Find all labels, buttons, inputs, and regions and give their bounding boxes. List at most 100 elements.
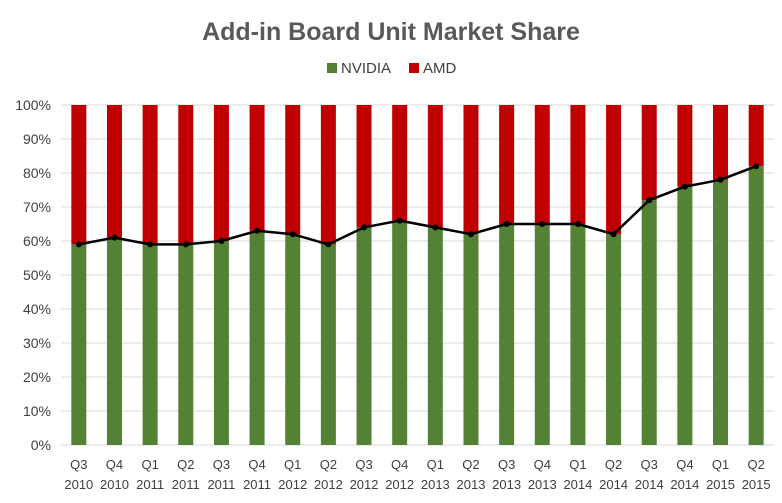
x-tick-quarter: Q4 — [534, 457, 551, 472]
bar-nvidia — [534, 224, 550, 445]
trend-point — [396, 217, 403, 224]
bar-nvidia — [677, 186, 693, 445]
trend-point — [432, 224, 439, 231]
x-axis: Q3 2010 Q4 2010 Q1 2011 Q2 2011 Q3 2011 Q4 2011 Q1 20… — [64, 457, 770, 492]
y-tick-label: 30% — [23, 335, 51, 351]
bar-amd — [320, 105, 336, 245]
y-tick-label: 90% — [23, 131, 51, 147]
trend-point — [147, 241, 154, 248]
bar-nvidia — [249, 230, 265, 445]
x-tick-year: 2010 — [64, 477, 93, 492]
bar-amd — [534, 105, 550, 224]
x-tick-year: 2012 — [350, 477, 379, 492]
chart-title: Add-in Board Unit Market Share — [202, 18, 580, 46]
x-tick-year: 2014 — [635, 477, 664, 492]
x-tick-year: 2013 — [492, 477, 521, 492]
trend-point — [325, 241, 332, 248]
bar-nvidia — [463, 234, 479, 445]
gridlines — [61, 104, 774, 446]
x-tick-quarter: Q4 — [106, 457, 123, 472]
trend-point — [75, 241, 82, 248]
x-tick-quarter: Q4 — [676, 457, 693, 472]
bar-amd — [392, 105, 408, 221]
x-tick-quarter: Q3 — [498, 457, 515, 472]
x-tick-quarter: Q1 — [569, 457, 586, 472]
bar-nvidia — [392, 220, 408, 445]
x-tick-year: 2013 — [421, 477, 450, 492]
x-tick-quarter: Q2 — [462, 457, 479, 472]
bar-amd — [499, 105, 515, 224]
trend-point — [681, 183, 688, 190]
bar-amd — [213, 105, 229, 241]
trend-point — [753, 163, 760, 170]
y-axis: 0% 10% 20% 30% 40% 50% 60% 70% 80% 90% 100% — [15, 97, 51, 453]
trend-point — [610, 231, 617, 238]
bar-amd — [249, 105, 265, 231]
bar-amd — [178, 105, 194, 245]
trend-line — [78, 165, 757, 246]
bar-nvidia — [178, 244, 194, 445]
legend-swatch-nvidia — [327, 63, 337, 73]
x-tick-quarter: Q2 — [320, 457, 337, 472]
x-tick-year: 2011 — [172, 477, 200, 492]
bar-nvidia — [570, 224, 586, 445]
bar-amd — [570, 105, 586, 224]
x-tick-quarter: Q2 — [177, 457, 194, 472]
x-tick-year: 2010 — [100, 477, 129, 492]
bar-nvidia — [142, 244, 158, 445]
chart-legend: NVIDIA AMD — [327, 60, 457, 77]
x-tick-year: 2015 — [706, 477, 735, 492]
x-tick-year: 2012 — [278, 477, 307, 492]
bar-nvidia — [285, 234, 301, 445]
bars — [71, 105, 764, 446]
x-tick-quarter: Q2 — [748, 457, 765, 472]
y-tick-label: 0% — [31, 437, 51, 453]
trend-point — [717, 176, 724, 183]
trend-point — [254, 227, 261, 234]
bar-amd — [677, 105, 693, 187]
trend-point — [503, 221, 510, 227]
nvidia-trend-line — [75, 163, 760, 248]
x-tick-quarter: Q1 — [284, 457, 301, 472]
trend-point — [218, 238, 225, 244]
bar-amd — [606, 105, 622, 235]
x-tick-year: 2011 — [207, 477, 235, 492]
trend-point — [289, 231, 296, 238]
x-tick-quarter: Q4 — [391, 457, 408, 472]
x-tick-year: 2013 — [528, 477, 557, 492]
x-tick-year: 2015 — [742, 477, 771, 492]
bar-nvidia — [106, 237, 122, 445]
legend-swatch-amd — [409, 63, 419, 73]
trend-point — [574, 221, 581, 227]
x-tick-quarter: Q1 — [141, 457, 158, 472]
bar-amd — [356, 105, 372, 228]
bar-amd — [71, 105, 87, 245]
bar-nvidia — [641, 200, 657, 445]
trend-point — [361, 224, 368, 231]
bar-amd — [106, 105, 122, 238]
bar-nvidia — [320, 244, 336, 445]
bar-amd — [285, 105, 301, 235]
bar-amd — [713, 105, 729, 180]
x-tick-year: 2014 — [563, 477, 592, 492]
x-tick-quarter: Q3 — [355, 457, 372, 472]
bar-amd — [427, 105, 443, 228]
bar-nvidia — [427, 227, 443, 445]
x-tick-year: 2012 — [314, 477, 343, 492]
trend-point — [539, 221, 546, 227]
bar-amd — [463, 105, 479, 235]
x-tick-quarter: Q1 — [427, 457, 444, 472]
bar-amd — [641, 105, 657, 201]
legend-label-amd: AMD — [423, 60, 457, 77]
x-tick-quarter: Q1 — [712, 457, 729, 472]
y-tick-label: 70% — [23, 199, 51, 215]
bar-amd — [748, 105, 764, 167]
trend-point — [111, 234, 118, 241]
x-tick-year: 2012 — [385, 477, 414, 492]
legend-label-nvidia: NVIDIA — [341, 60, 391, 77]
x-tick-year: 2011 — [243, 477, 271, 492]
x-tick-quarter: Q3 — [70, 457, 87, 472]
bar-nvidia — [606, 234, 622, 445]
